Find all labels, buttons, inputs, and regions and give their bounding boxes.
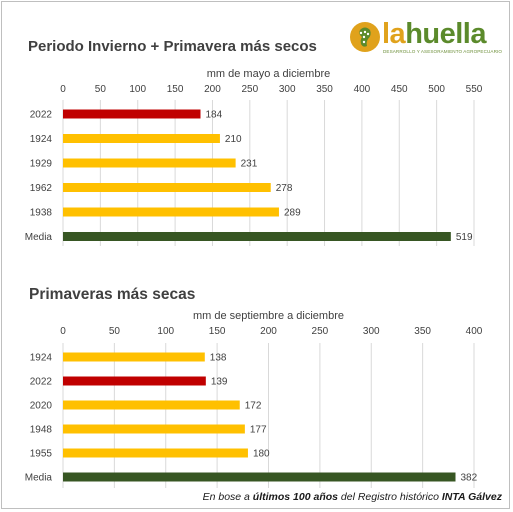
category-label: 1924 bbox=[30, 134, 53, 145]
data-label: 139 bbox=[211, 377, 228, 388]
bar bbox=[63, 472, 456, 482]
category-label: 2022 bbox=[30, 110, 53, 121]
data-label: 184 bbox=[205, 110, 222, 121]
logo-tagline: DESARROLLO Y ASESORAMIENTO AGROPECUARIO bbox=[383, 49, 503, 54]
category-label: 1938 bbox=[30, 208, 53, 219]
chart-title: Periodo Invierno + Primavera más secos bbox=[28, 38, 317, 55]
x-tick-label: 50 bbox=[109, 326, 121, 337]
x-tick-label: 400 bbox=[354, 84, 371, 95]
chart-invierno-primavera: Periodo Invierno + Primavera más secos mm… bbox=[25, 38, 483, 246]
x-tick-label: 550 bbox=[466, 84, 483, 95]
x-tick-label: 0 bbox=[60, 326, 66, 337]
x-tick-label: 250 bbox=[241, 84, 258, 95]
bar bbox=[63, 183, 271, 192]
x-tick-label: 450 bbox=[391, 84, 408, 95]
bar bbox=[63, 232, 451, 241]
category-label: 1948 bbox=[30, 425, 53, 436]
x-axis-label: mm de septiembre a diciembre bbox=[193, 310, 344, 322]
x-tick-label: 400 bbox=[466, 326, 483, 337]
logo-brand: lahuella bbox=[382, 18, 486, 50]
category-label: 1962 bbox=[30, 183, 53, 194]
bar bbox=[63, 158, 236, 168]
category-label: Media bbox=[25, 232, 53, 243]
x-tick-label: 300 bbox=[363, 326, 380, 337]
data-label: 231 bbox=[241, 159, 258, 170]
lahuella-logo: lahuella DESARROLLO Y ASESORAMIENTO AGRO… bbox=[349, 18, 502, 61]
category-label: 1929 bbox=[30, 159, 53, 170]
category-label: 1924 bbox=[30, 353, 53, 364]
data-label: 180 bbox=[253, 449, 270, 460]
bar bbox=[63, 376, 206, 386]
x-tick-label: 200 bbox=[204, 84, 221, 95]
bar bbox=[63, 207, 279, 217]
x-tick-label: 100 bbox=[129, 84, 146, 95]
x-tick-label: 250 bbox=[312, 326, 329, 337]
bar bbox=[63, 134, 220, 143]
x-tick-label: 0 bbox=[60, 84, 66, 95]
x-tick-label: 150 bbox=[167, 84, 184, 95]
data-label: 289 bbox=[284, 208, 301, 219]
bar bbox=[63, 109, 201, 119]
x-tick-label: 200 bbox=[260, 326, 277, 337]
footprint-icon bbox=[350, 22, 380, 52]
category-label: 2022 bbox=[30, 377, 53, 388]
x-tick-label: 350 bbox=[414, 326, 431, 337]
data-label: 382 bbox=[461, 473, 478, 484]
x-tick-label: 150 bbox=[209, 326, 226, 337]
chart-primaveras: Primaveras más secas mm de septiembre a d… bbox=[25, 286, 483, 488]
data-label: 210 bbox=[225, 134, 242, 145]
bar bbox=[63, 400, 240, 410]
x-tick-label: 300 bbox=[279, 84, 296, 95]
bar bbox=[63, 424, 245, 434]
footnote: En bose a últimos 100 años del Registro … bbox=[202, 491, 502, 503]
x-axis-label: mm de mayo a diciembre bbox=[207, 68, 331, 80]
bar bbox=[63, 448, 248, 458]
category-label: 1955 bbox=[30, 449, 53, 460]
bar bbox=[63, 352, 205, 362]
x-tick-label: 500 bbox=[428, 84, 445, 95]
data-label: 172 bbox=[245, 401, 262, 412]
x-tick-label: 100 bbox=[157, 326, 174, 337]
chart-title: Primaveras más secas bbox=[29, 286, 195, 303]
data-label: 177 bbox=[250, 425, 267, 436]
data-label: 519 bbox=[456, 232, 473, 243]
data-label: 138 bbox=[210, 353, 227, 364]
data-label: 278 bbox=[276, 183, 293, 194]
x-tick-label: 350 bbox=[316, 84, 333, 95]
category-label: Media bbox=[25, 473, 53, 484]
x-tick-label: 50 bbox=[95, 84, 107, 95]
category-label: 2020 bbox=[30, 401, 53, 412]
